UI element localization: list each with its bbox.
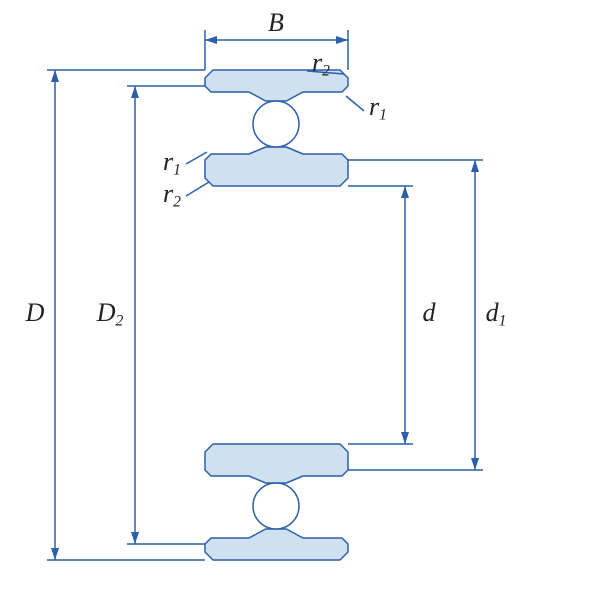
svg-text:r2: r2 bbox=[163, 179, 181, 210]
svg-text:D: D bbox=[25, 298, 45, 327]
svg-text:d: d bbox=[423, 298, 437, 327]
svg-text:r1: r1 bbox=[163, 147, 181, 178]
svg-text:r1: r1 bbox=[369, 92, 387, 123]
svg-text:r2: r2 bbox=[312, 48, 330, 79]
svg-text:B: B bbox=[268, 8, 284, 37]
